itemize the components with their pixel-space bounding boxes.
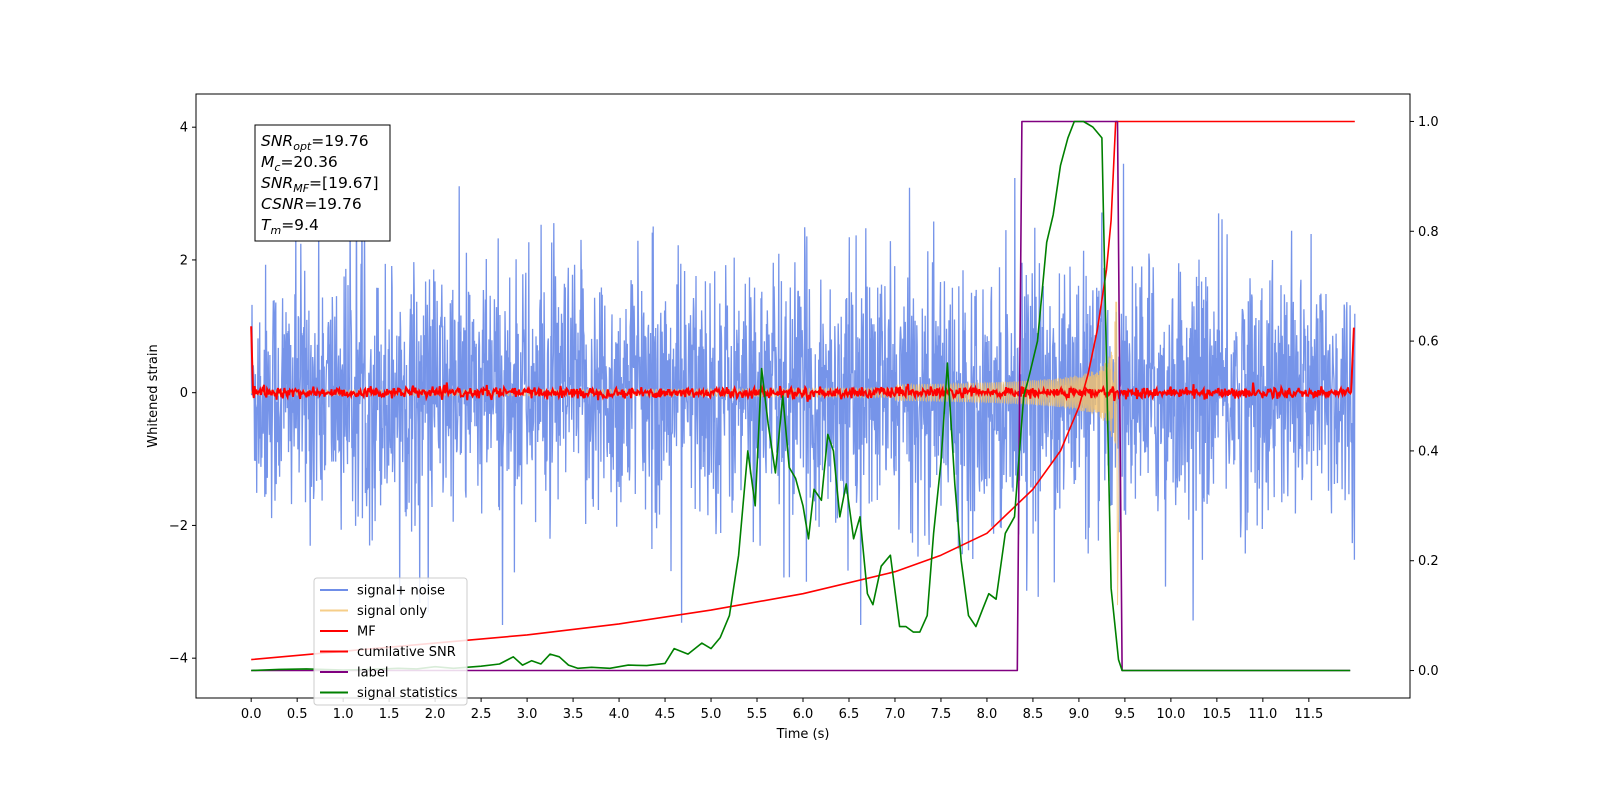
info-subscript: opt <box>293 140 312 153</box>
x-tick-label: 7.5 <box>931 707 952 722</box>
x-tick-label: 3.5 <box>563 707 584 722</box>
legend-entry: label <box>357 666 388 681</box>
y2-tick-label: 0.0 <box>1418 664 1439 679</box>
y2-tick-label: 0.8 <box>1418 225 1439 240</box>
info-line: SNRMF=[19.67] <box>261 174 379 195</box>
info-annotation-box: SNRopt=19.76Mc=20.36SNRMF=[19.67]CSNR=19… <box>254 124 391 242</box>
legend-entry: signal statistics <box>357 686 458 701</box>
x-tick-label: 7.0 <box>885 707 906 722</box>
x-tick-label: 1.0 <box>333 707 354 722</box>
info-symbol: M <box>261 153 274 171</box>
y2-tick-label: 0.4 <box>1418 444 1439 459</box>
x-tick-label: 10.0 <box>1156 707 1185 722</box>
info-value: =9.4 <box>281 216 319 234</box>
x-tick-label: 11.0 <box>1248 707 1277 722</box>
info-line: Mc=20.36 <box>261 153 338 174</box>
y-tick-label: −4 <box>169 652 188 667</box>
info-value: =20.36 <box>280 153 337 171</box>
info-box-frame <box>254 124 391 242</box>
x-tick-label: 6.5 <box>839 707 860 722</box>
y2-tick-label: 1.0 <box>1418 115 1439 130</box>
info-value: =19.76 <box>311 132 368 150</box>
x-tick-label: 8.5 <box>1023 707 1044 722</box>
y-tick-label: 2 <box>180 253 188 268</box>
y2-tick-label: 0.2 <box>1418 554 1439 569</box>
info-symbol: SNR <box>261 174 293 192</box>
x-tick-label: 9.0 <box>1069 707 1090 722</box>
y2-tick-label: 0.6 <box>1418 335 1439 350</box>
y-tick-label: 0 <box>180 386 188 401</box>
x-tick-label: 2.0 <box>425 707 446 722</box>
x-tick-label: 2.5 <box>471 707 492 722</box>
y-axis-label: Whitened strain <box>146 344 161 447</box>
x-tick-label: 5.0 <box>701 707 722 722</box>
legend-entry: signal+ noise <box>357 584 445 599</box>
info-symbol: SNR <box>261 132 293 150</box>
x-tick-label: 6.0 <box>793 707 814 722</box>
legend-frame <box>313 577 468 706</box>
x-tick-label: 0.0 <box>241 707 262 722</box>
info-symbol: T <box>261 216 272 234</box>
series-cumulative-snr <box>251 120 1355 661</box>
info-subscript: c <box>274 161 280 174</box>
info-line: SNRopt=19.76 <box>261 132 369 153</box>
x-tick-label: 4.5 <box>655 707 676 722</box>
x-tick-label: 0.5 <box>287 707 308 722</box>
legend: signal+ noise signal only MF cumilative SNR… <box>313 577 468 706</box>
legend-entry: MF <box>357 625 376 640</box>
legend-entry: cumilative SNR <box>357 645 456 660</box>
series-mf <box>250 326 1355 402</box>
x-axis-label: Time (s) <box>776 727 830 742</box>
info-line: CSNR=19.76 <box>261 195 362 213</box>
legend-entry: signal only <box>357 604 427 619</box>
series-signal-statistics <box>251 120 1351 672</box>
info-symbol: CSNR <box>261 195 304 213</box>
y-axis-left: 4 2 0 −2 −4 <box>169 121 196 667</box>
info-value: =[19.67] <box>309 174 378 192</box>
x-tick-label: 4.0 <box>609 707 630 722</box>
x-tick-label: 8.0 <box>977 707 998 722</box>
info-line: Tm=9.4 <box>261 216 319 237</box>
y-axis-right: 1.0 0.8 0.6 0.4 0.2 0.0 <box>1410 115 1439 679</box>
x-tick-label: 3.0 <box>517 707 538 722</box>
series-signal-plus-noise <box>250 163 1356 626</box>
y-tick-label: 4 <box>180 121 188 136</box>
info-subscript: m <box>270 224 281 237</box>
plot-area <box>250 120 1356 672</box>
y-tick-label: −2 <box>169 519 188 534</box>
x-tick-label: 9.5 <box>1115 707 1136 722</box>
x-tick-label: 5.5 <box>747 707 768 722</box>
info-value: =19.76 <box>304 195 361 213</box>
x-tick-label: 11.5 <box>1294 707 1323 722</box>
x-tick-label: 1.5 <box>379 707 400 722</box>
info-subscript: MF <box>293 182 309 195</box>
x-axis: 0.0 0.5 1.0 1.5 2.0 2.5 3.0 3.5 4.0 4.5 5.0 5.5 6.0 6… <box>241 698 1323 722</box>
x-tick-label: 10.5 <box>1202 707 1231 722</box>
